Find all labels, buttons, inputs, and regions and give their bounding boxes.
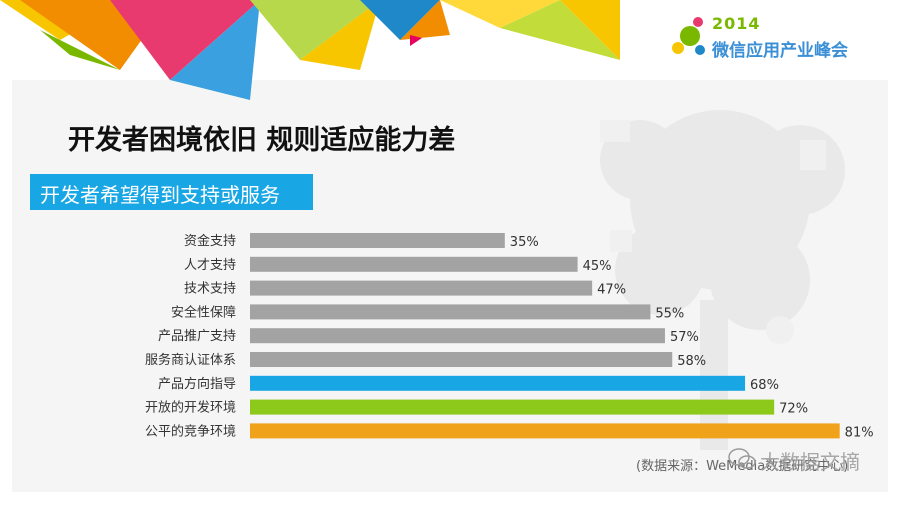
value-label: 55% [655,306,684,321]
bar-2 [250,256,578,272]
watermark-text: 大数据文摘 [760,450,860,474]
logo-year: 2014 [712,14,761,33]
conference-logo: 2014 微信应用产业峰会 [668,10,888,65]
bar-8 [250,399,775,415]
category-label: 资金支持 [184,233,236,249]
category-label: 人才支持 [184,258,236,273]
value-label: 47% [597,283,626,298]
category-label: 产品推广支持 [158,329,236,344]
wechat-icon [728,448,756,469]
value-label: 58% [677,354,706,369]
category-label: 开放的开发环境 [145,400,236,416]
value-label: 57% [670,330,699,345]
bar-4 [250,304,651,320]
category-label: 安全性保障 [171,304,236,320]
category-label: 服务商认证体系 [145,352,236,368]
category-label: 技术支持 [184,282,236,297]
value-label: 81% [845,425,874,440]
category-label: 公平的竞争环境 [145,423,236,439]
category-label: 产品方向指导 [158,376,236,392]
bar-1 [250,233,505,248]
subtitle-text: 开发者希望得到支持或服务 [40,183,280,207]
value-label: 45% [583,259,612,274]
bar-7 [250,375,746,391]
bar-5 [250,328,665,344]
value-label: 68% [750,378,779,393]
bar-9 [250,423,840,439]
value-label: 72% [779,402,808,417]
subtitle-banner: 开发者希望得到支持或服务 [30,174,313,210]
page-title: 开发者困境依旧 规则适应能力差 [68,125,456,156]
logo-title: 微信应用产业峰会 [712,41,848,61]
bar-6 [250,352,673,367]
decorative-triangles [0,0,620,100]
chat-bubble-icon [672,17,705,55]
bar-3 [250,280,593,296]
value-label: 35% [510,235,539,250]
